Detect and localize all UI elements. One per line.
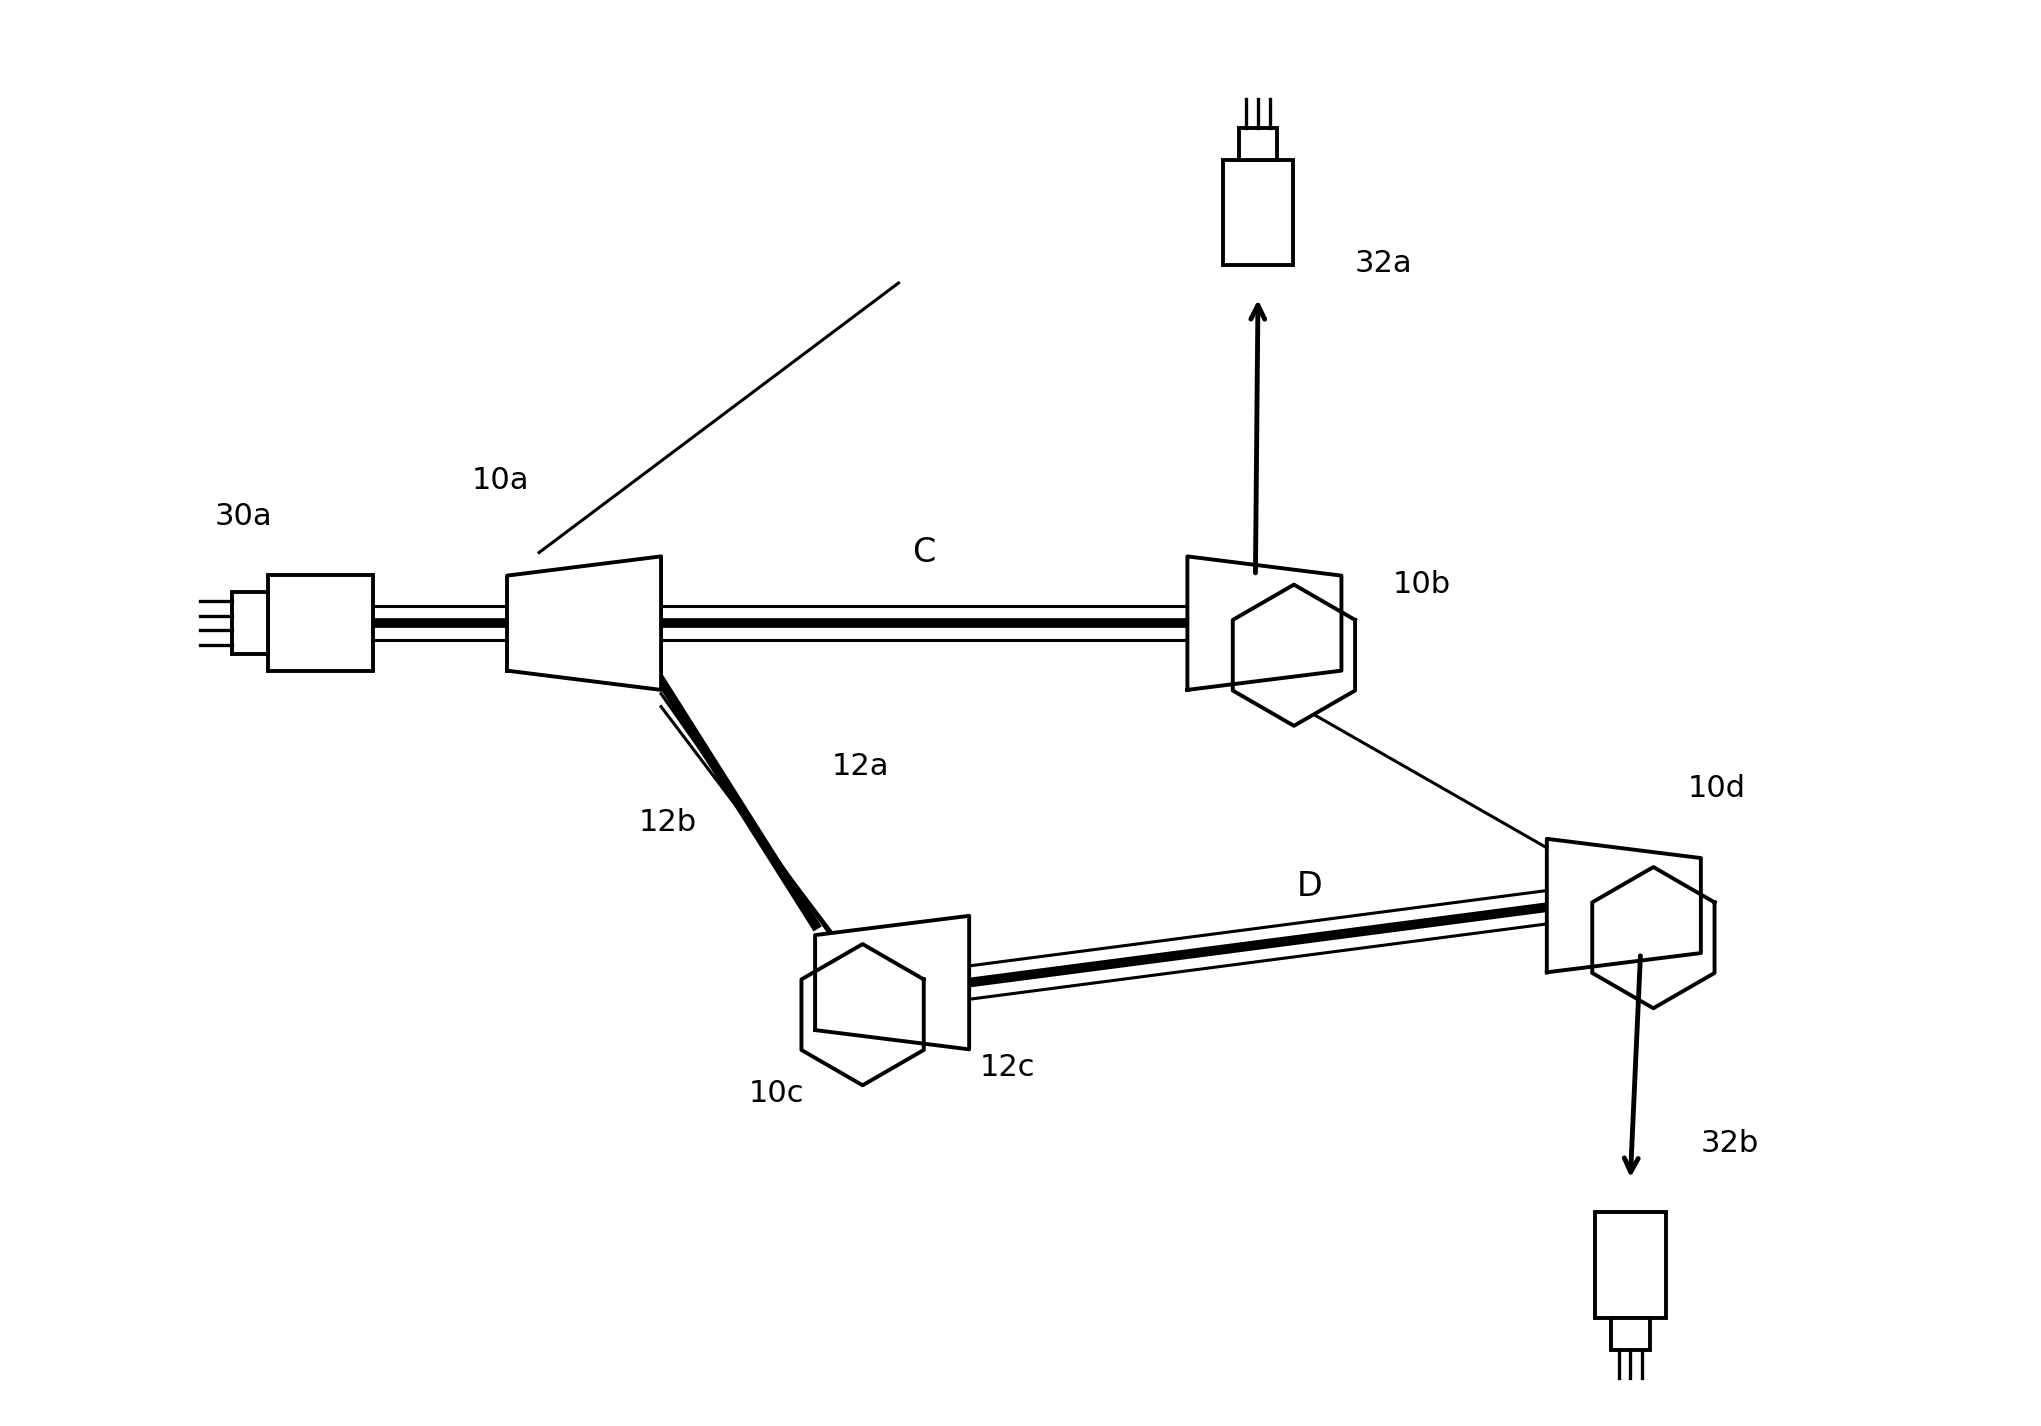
- Text: 12c: 12c: [980, 1054, 1035, 1082]
- Text: D: D: [1296, 870, 1323, 903]
- Text: C: C: [912, 536, 937, 569]
- Text: 32b: 32b: [1700, 1128, 1759, 1158]
- Text: 32a: 32a: [1355, 250, 1412, 278]
- Bar: [1610, 1318, 1649, 1350]
- Polygon shape: [802, 944, 925, 1085]
- Text: 10c: 10c: [749, 1079, 804, 1108]
- Polygon shape: [814, 915, 969, 1050]
- Text: 30a: 30a: [214, 502, 273, 530]
- Bar: [1239, 127, 1278, 160]
- Bar: [1223, 160, 1294, 265]
- Text: 10a: 10a: [471, 466, 529, 495]
- Bar: [233, 592, 267, 655]
- Polygon shape: [1592, 867, 1714, 1008]
- Text: 10b: 10b: [1392, 570, 1451, 599]
- Polygon shape: [506, 556, 661, 690]
- Polygon shape: [1547, 838, 1700, 973]
- Polygon shape: [1188, 556, 1341, 690]
- Text: 10d: 10d: [1688, 774, 1745, 803]
- Polygon shape: [1233, 585, 1355, 726]
- Text: 12a: 12a: [831, 752, 888, 780]
- Bar: [1594, 1212, 1665, 1318]
- Text: 12b: 12b: [639, 807, 696, 837]
- Bar: [267, 575, 374, 672]
